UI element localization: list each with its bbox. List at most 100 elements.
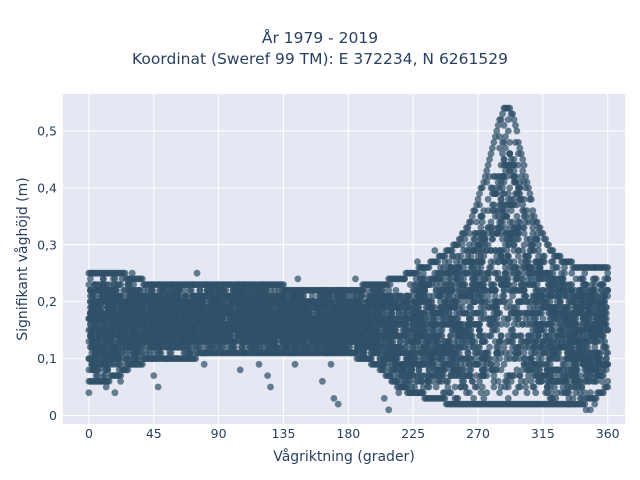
data-point: [522, 212, 529, 220]
data-point: [478, 218, 486, 226]
data-point: [520, 241, 528, 249]
data-point: [419, 269, 427, 277]
data-point: [478, 383, 486, 391]
data-point: [308, 292, 316, 300]
data-point: [445, 258, 453, 266]
data-point: [512, 389, 519, 397]
data-point: [535, 241, 542, 249]
data-point: [486, 343, 493, 351]
data-point: [477, 224, 485, 232]
data-point: [460, 298, 467, 306]
data-point: [602, 286, 610, 294]
data-point: [529, 224, 537, 232]
data-point: [398, 377, 405, 385]
data-point: [504, 116, 512, 123]
data-point: [461, 383, 469, 391]
data-point: [448, 286, 456, 294]
data-point: [493, 360, 501, 368]
data-point: [497, 178, 505, 186]
data-point: [587, 332, 594, 340]
data-point: [487, 218, 495, 226]
data-point: [471, 230, 479, 237]
data-point: [484, 241, 492, 249]
data-point: [581, 269, 589, 277]
data-point: [517, 275, 525, 283]
data-point: [468, 275, 476, 283]
data-point: [489, 281, 496, 288]
data-point: [489, 235, 496, 243]
data-point: [600, 343, 607, 351]
data-point: [529, 383, 537, 391]
data-point: [484, 207, 492, 215]
data-point: [494, 258, 502, 266]
data-point: [604, 275, 612, 283]
data-point: [522, 383, 529, 391]
data-point: [543, 360, 551, 368]
data-point: [458, 377, 466, 385]
data-point: [565, 395, 573, 402]
data-point: [466, 298, 473, 306]
data-point: [432, 286, 440, 294]
data-point: [496, 389, 503, 397]
data-point: [483, 389, 491, 397]
data-point: [499, 235, 506, 243]
data-point: [464, 349, 472, 357]
data-point: [128, 315, 136, 323]
data-point: [503, 304, 511, 311]
data-point: [444, 383, 452, 391]
data-point: [503, 377, 511, 385]
data-point: [506, 184, 514, 192]
data-point: [509, 343, 516, 351]
data-point: [447, 275, 454, 283]
data-point: [568, 269, 576, 277]
data-point: [401, 332, 408, 340]
data-point: [425, 383, 433, 391]
data-point: [539, 315, 547, 323]
data-point: [477, 212, 485, 220]
data-point: [455, 349, 463, 357]
chart-title: År 1979 - 2019: [261, 29, 379, 47]
data-point: [569, 343, 577, 351]
data-point: [517, 377, 525, 385]
data-point: [519, 167, 527, 175]
data-point: [502, 133, 509, 141]
data-point: [451, 383, 459, 391]
data-point: [486, 264, 493, 271]
data-point: [499, 150, 506, 158]
data-point: [513, 304, 521, 311]
data-point: [490, 383, 498, 391]
data-point: [561, 264, 568, 271]
data-point: [578, 383, 586, 391]
data-point: [444, 321, 452, 328]
data-point: [442, 281, 450, 288]
data-point: [497, 332, 505, 340]
data-point: [447, 332, 454, 340]
data-point: [99, 321, 107, 328]
data-point: [491, 173, 499, 180]
data-point: [526, 304, 534, 311]
data-point: [510, 156, 518, 163]
data-point: [437, 326, 444, 334]
data-point: [489, 184, 496, 192]
data-point: [506, 139, 514, 146]
data-point: [532, 389, 540, 397]
data-point: [454, 286, 462, 294]
data-point: [502, 224, 509, 232]
data-point: [523, 389, 531, 397]
data-markers: [85, 104, 612, 414]
data-point: [484, 195, 492, 203]
data-point: [604, 377, 612, 385]
data-point: [473, 372, 480, 379]
data-point: [520, 349, 528, 357]
data-point: [527, 349, 535, 357]
data-point: [392, 286, 400, 294]
data-point: [408, 338, 416, 345]
data-point: [470, 395, 478, 402]
data-point: [419, 383, 427, 391]
data-point: [85, 281, 93, 288]
data-point: [516, 372, 524, 379]
data-point: [405, 377, 413, 385]
data-point: [406, 281, 414, 288]
data-point: [471, 298, 479, 306]
